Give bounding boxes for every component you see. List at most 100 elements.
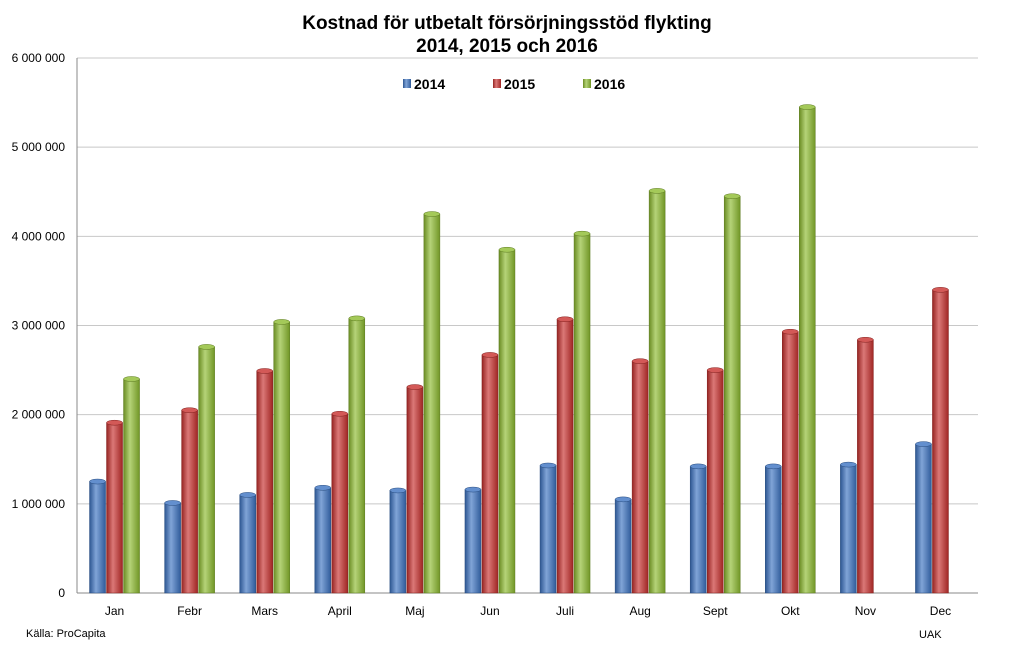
bar-2014-mars (239, 494, 256, 594)
bar-cap (164, 500, 181, 506)
author-note: UAK (919, 629, 942, 641)
bar-cap (123, 376, 140, 382)
bar-cap (314, 485, 332, 491)
bar-2015-jan (106, 422, 123, 594)
y-tick-label: 5 000 000 (12, 140, 66, 154)
bar-cap (481, 352, 499, 358)
bar-2016-juli (573, 233, 591, 594)
legend: 2014 2015 2016 (403, 76, 625, 92)
legend-label: 2015 (504, 76, 535, 92)
x-tick-label: April (328, 604, 352, 618)
bar-2015-febr (181, 409, 198, 594)
x-tick-label: Febr (177, 604, 202, 618)
bar-2016-jun (498, 249, 516, 594)
bar-2014-juli (539, 465, 557, 594)
bar-2016-jan (123, 378, 140, 594)
bar-cap (198, 344, 215, 350)
bar-cap (765, 463, 782, 470)
bar-2016-febr (198, 346, 215, 594)
bar-2014-jan (89, 481, 106, 594)
source-note: Källa: ProCapita (26, 628, 106, 640)
bar-cap (239, 492, 256, 498)
bar-cap (782, 328, 799, 335)
chart-title-line-2: 2014, 2015 och 2016 (416, 36, 598, 57)
bar-2014-dec (915, 443, 932, 594)
bar-2016-sept (723, 195, 741, 594)
bar-cap (423, 211, 441, 217)
bar-cap (273, 319, 290, 325)
bar-2014-febr (164, 502, 181, 594)
bar-cap (181, 407, 198, 413)
x-tick-label: Sept (703, 604, 728, 618)
bar-cap (689, 463, 707, 470)
bar-2015-aug (631, 360, 649, 594)
bar-2016-okt (799, 106, 816, 594)
bar-cap (573, 230, 591, 237)
bar-2015-sept (706, 369, 724, 594)
bar-cap (706, 367, 724, 373)
bar-cap (915, 441, 932, 447)
bar-2015-juli (556, 319, 574, 594)
bar-cap (539, 462, 557, 469)
bar-2016-april (348, 318, 366, 594)
x-axis-ticks: Jan Febr Mars April Maj Jun Juli Aug Sept Okt Nov D… (105, 604, 951, 618)
bar-cap (89, 478, 106, 485)
bar-2014-okt (765, 466, 782, 594)
bar-cap (498, 246, 516, 253)
x-tick-label: Mars (251, 604, 278, 618)
bar-cap (799, 104, 816, 110)
bar-cap (406, 384, 424, 390)
bar-cap (348, 315, 366, 322)
bar-2015-maj (406, 386, 424, 594)
legend-swatch (403, 79, 411, 88)
bar-cap (464, 486, 482, 493)
bar-2015-dec (932, 289, 949, 594)
x-tick-label: Jun (480, 604, 499, 618)
legend-label: 2016 (594, 76, 625, 92)
x-tick-label: Juli (556, 604, 574, 618)
y-tick-label: 3 000 000 (12, 319, 66, 333)
bar-2015-jun (481, 354, 499, 594)
chart-title-line-1: Kostnad för utbetalt försörjningsstöd fl… (302, 13, 712, 34)
gridlines (76, 57, 978, 594)
bar-cap (631, 358, 649, 364)
bar-cap (857, 337, 874, 343)
y-tick-label: 6 000 000 (12, 51, 66, 65)
bar-2015-april (331, 413, 349, 594)
x-tick-label: Okt (781, 604, 800, 618)
bar-2015-mars (256, 370, 273, 594)
y-tick-label: 4 000 000 (12, 229, 66, 243)
x-tick-label: Maj (405, 604, 424, 618)
bar-cap (840, 461, 857, 468)
x-tick-label: Jan (105, 604, 124, 618)
bar-cap (389, 487, 407, 494)
bar-2014-nov (840, 464, 857, 594)
bars (89, 104, 949, 594)
bar-cap (331, 411, 349, 417)
x-tick-label: Dec (930, 604, 951, 618)
bar-cap (256, 368, 273, 374)
x-tick-label: Nov (855, 604, 876, 618)
legend-label: 2014 (414, 76, 445, 92)
bar-2014-jun (464, 489, 482, 594)
legend-swatch (583, 79, 591, 88)
legend-swatch (493, 79, 501, 88)
bar-cap (932, 287, 949, 293)
bar-2014-april (314, 487, 332, 594)
bar-2014-aug (614, 499, 632, 594)
bar-cap (106, 419, 123, 426)
bar-cap (556, 316, 574, 323)
y-tick-label: 0 (58, 586, 65, 600)
y-tick-label: 2 000 000 (12, 408, 66, 422)
bar-2015-nov (857, 339, 874, 594)
bar-cap (614, 496, 632, 503)
bar-2014-sept (689, 466, 707, 594)
y-tick-label: 1 000 000 (12, 497, 66, 511)
bar-cap (648, 188, 666, 194)
bar-2016-mars (273, 321, 290, 594)
x-tick-label: Aug (629, 604, 650, 618)
bar-2016-maj (423, 213, 441, 594)
bar-2015-okt (782, 331, 799, 594)
bar-2014-maj (389, 490, 407, 594)
